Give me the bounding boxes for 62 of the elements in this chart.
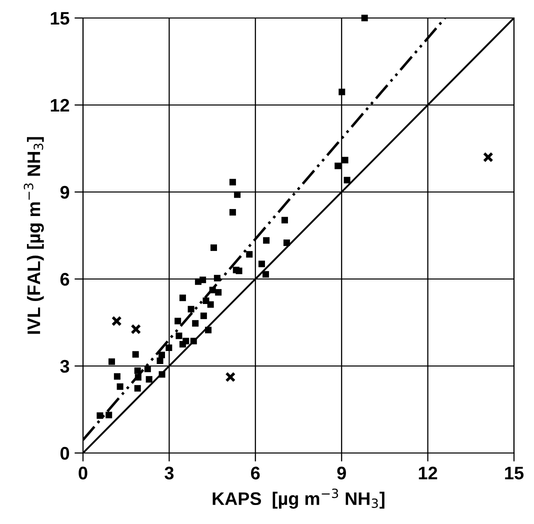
point <box>338 88 346 96</box>
y-tick-label: 3 <box>60 360 70 373</box>
point <box>281 216 288 224</box>
point <box>205 326 212 334</box>
x-tick-label: 9 <box>337 466 346 480</box>
point <box>263 237 270 244</box>
point <box>361 14 368 22</box>
point <box>106 412 112 418</box>
point <box>116 383 124 390</box>
x-tick-label: 6 <box>251 466 260 480</box>
point <box>229 209 236 216</box>
y-tick-label: 12 <box>50 98 70 112</box>
point <box>334 162 342 170</box>
point <box>210 244 217 251</box>
point <box>229 178 236 186</box>
point <box>114 373 120 380</box>
point <box>190 338 197 344</box>
x-tick-label: 0 <box>78 466 88 480</box>
point <box>215 289 222 296</box>
point <box>200 312 207 320</box>
point <box>207 301 214 308</box>
y-tick-label: 0 <box>60 446 70 460</box>
y-tick-label: 15 <box>50 12 70 25</box>
point <box>146 376 152 383</box>
y-axis-title: IVL (FAL) [µg m$^{−3}$ NH$_{3}$] <box>24 137 44 334</box>
point <box>132 351 139 358</box>
point <box>176 332 182 340</box>
point <box>192 320 199 327</box>
point <box>144 366 151 372</box>
point <box>344 176 350 184</box>
x-tick-label: 15 <box>505 466 524 480</box>
x-axis-title: KAPS [µg m$^{−3}$ NH$_{3}$] <box>212 488 384 509</box>
point <box>111 316 122 326</box>
x-tick-label: 12 <box>418 466 438 480</box>
point <box>482 152 494 162</box>
point <box>108 358 115 365</box>
point <box>234 191 241 198</box>
point <box>134 367 141 374</box>
point <box>134 385 141 392</box>
point <box>188 306 194 312</box>
point <box>166 344 172 351</box>
point <box>246 251 253 258</box>
point <box>236 268 242 274</box>
point <box>96 412 104 419</box>
point <box>179 294 186 302</box>
point <box>258 260 265 268</box>
point <box>130 324 142 334</box>
point <box>342 156 348 164</box>
point <box>200 276 206 284</box>
point <box>182 338 190 344</box>
point <box>158 371 166 378</box>
point <box>156 358 164 364</box>
y-tick-label: 9 <box>60 186 70 199</box>
point <box>262 271 269 278</box>
point <box>225 372 236 382</box>
x-tick-label: 3 <box>164 466 174 480</box>
point <box>214 274 220 282</box>
point <box>174 318 182 324</box>
y-tick-label: 6 <box>60 272 70 286</box>
point <box>134 374 142 381</box>
point <box>283 239 290 246</box>
point <box>158 352 165 358</box>
